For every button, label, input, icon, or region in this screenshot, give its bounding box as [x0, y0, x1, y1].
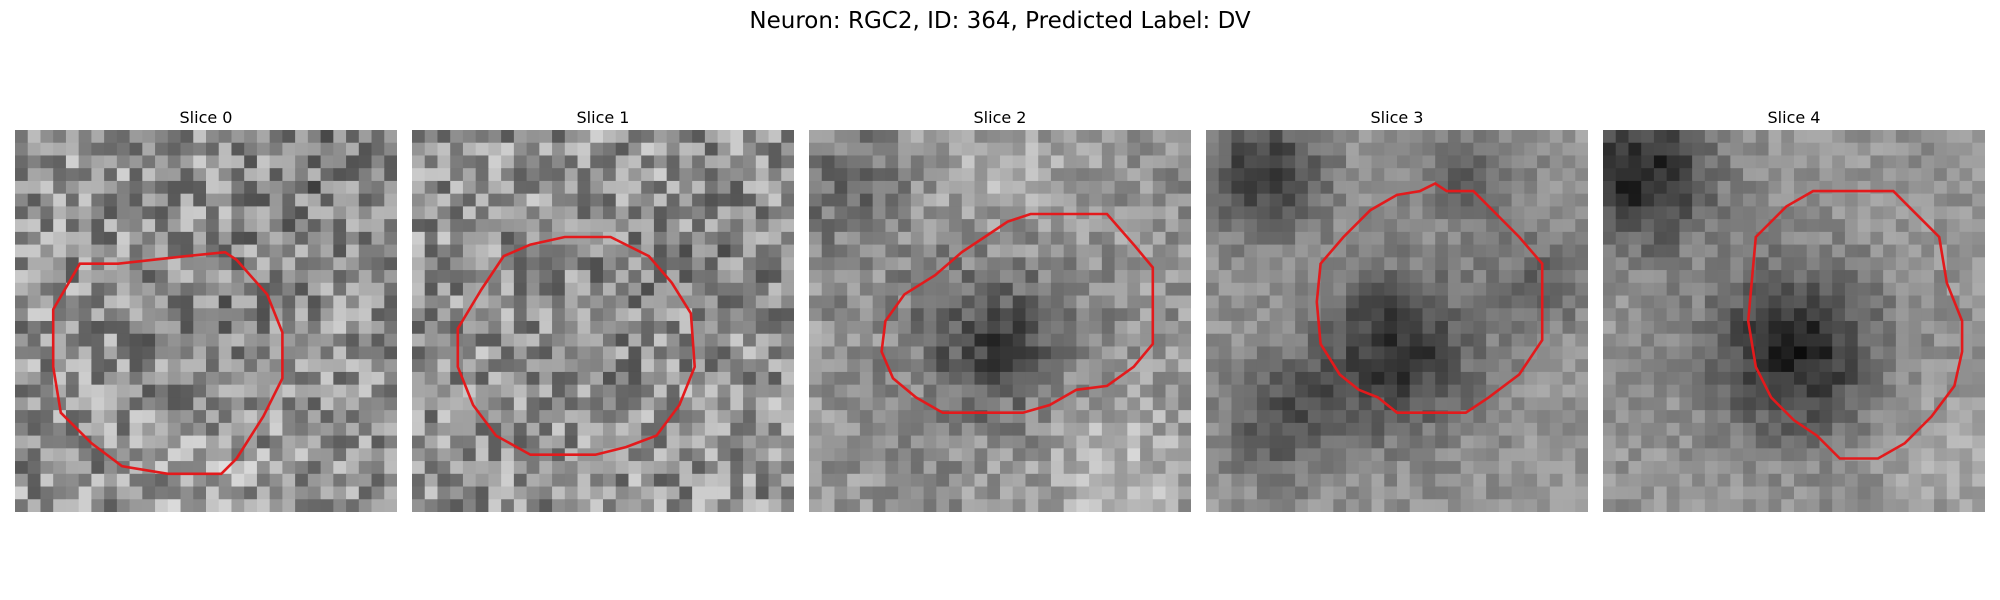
slice-panel-0: Slice 0	[15, 108, 397, 512]
figure-title: Neuron: RGC2, ID: 364, Predicted Label: …	[749, 8, 1251, 34]
slice-image	[809, 130, 1191, 512]
roi-contour	[1746, 189, 1964, 460]
slice-image	[1603, 130, 1985, 512]
slice-image	[1206, 130, 1588, 512]
slice-panel-3: Slice 3	[1206, 108, 1588, 512]
slice-title: Slice 3	[1370, 108, 1424, 127]
slice-panel-1: Slice 1	[412, 108, 794, 512]
slice-image	[15, 130, 397, 512]
roi-contour	[51, 250, 284, 476]
roi-contour	[1315, 182, 1544, 415]
slice-title: Slice 2	[973, 108, 1027, 127]
slice-title: Slice 0	[179, 108, 233, 127]
roi-contour	[456, 235, 697, 457]
roi-contour	[880, 212, 1155, 415]
slice-title: Slice 4	[1767, 108, 1821, 127]
slice-panel-2: Slice 2	[809, 108, 1191, 512]
slice-title: Slice 1	[576, 108, 630, 127]
slice-panel-4: Slice 4	[1603, 108, 1985, 512]
slice-image	[412, 130, 794, 512]
